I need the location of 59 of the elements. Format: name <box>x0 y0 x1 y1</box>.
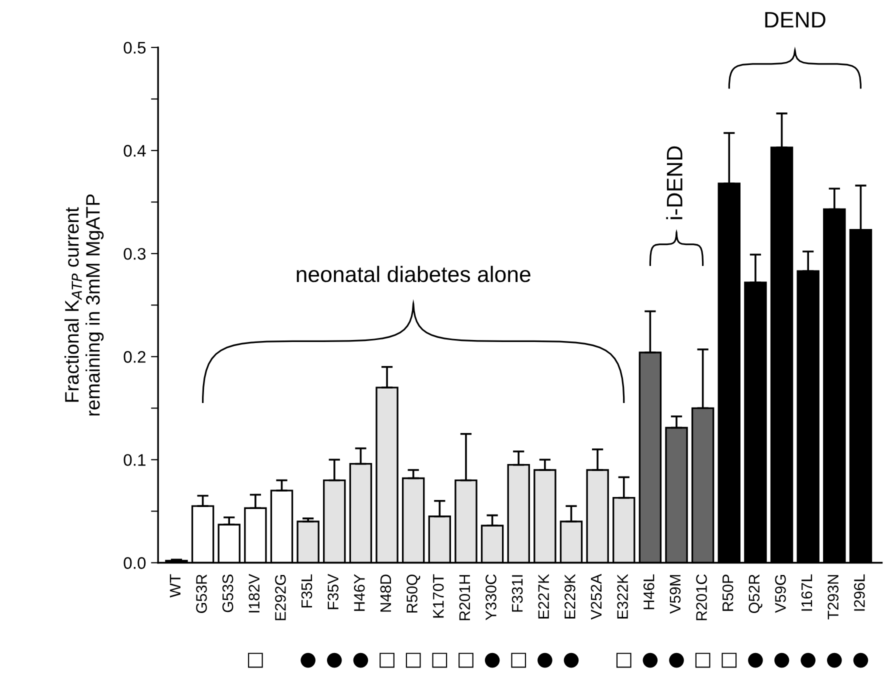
x-tick-label: H46Y <box>354 574 365 611</box>
y-tick-label: 0.2 <box>124 351 146 363</box>
y-axis-title: Fractional K$_{ATP}$ current remaining in 3mM MgATP <box>64 194 104 416</box>
y-tick-label: 0.4 <box>124 144 146 157</box>
x-tick-label: Y330C <box>486 574 496 620</box>
text: ● <box>774 652 790 668</box>
text: ● <box>669 652 684 668</box>
text: □ <box>458 652 474 668</box>
x-tick-label: N48D <box>380 574 392 612</box>
text: □ <box>616 652 632 668</box>
x-tick-label: Q52R <box>748 574 762 614</box>
x-tick-label: G53R <box>196 574 207 613</box>
x-tick-label: E229K <box>564 574 576 618</box>
annotation: neonatal diabetes alone <box>296 266 530 282</box>
x-tick-label: I182V <box>248 574 260 612</box>
text: ● <box>300 652 316 668</box>
x-tick-label: R201H <box>459 575 470 620</box>
x-tick-label: V252A <box>590 574 602 620</box>
text: □ <box>248 652 263 668</box>
x-tick-label: I296L <box>854 574 865 611</box>
x-tick-label: G53S <box>222 574 234 612</box>
x-tick-label: E292G <box>275 574 286 620</box>
text: ● <box>853 652 868 668</box>
x-tick-label: V59G <box>775 574 786 613</box>
text: □ <box>380 652 394 668</box>
text: ● <box>353 652 368 668</box>
text: ● <box>484 652 500 668</box>
x-tick-label: F331I <box>512 575 523 612</box>
y-tick-label: 0.0 <box>124 557 146 569</box>
x-tick-label: E227K <box>538 574 549 618</box>
x-tick-label: I167L <box>801 574 812 611</box>
text: ● <box>826 652 842 668</box>
text: ● <box>326 652 342 668</box>
text: ● <box>642 652 658 668</box>
text: □ <box>511 652 526 668</box>
x-tick-label: K170T <box>432 574 444 618</box>
y-tick-label: 0.1 <box>124 454 146 466</box>
x-tick-label: H46L <box>643 574 654 610</box>
text: □ <box>722 652 737 668</box>
text: ● <box>564 652 579 668</box>
x-tick-label: R50P <box>722 574 734 611</box>
text: □ <box>432 652 448 668</box>
x-tick-label: WT <box>170 574 180 598</box>
text: ● <box>538 652 552 668</box>
text: ● <box>748 652 763 668</box>
x-tick-label: F35V <box>328 574 338 610</box>
x-tick-label: R201C <box>696 574 707 620</box>
x-tick-label: F35L <box>301 574 312 608</box>
x-tick-label: E322K <box>617 574 628 618</box>
annotation: i-DEND <box>666 146 682 220</box>
x-tick-label: T293N <box>828 575 839 620</box>
y-tick-label: 0.3 <box>124 248 146 260</box>
text: DEND <box>765 12 826 28</box>
text: □ <box>406 652 421 668</box>
x-tick-label: R50Q <box>406 574 420 613</box>
x-tick-label: V59M <box>670 575 681 614</box>
text: ● <box>800 652 816 668</box>
text: □ <box>695 652 710 668</box>
y-tick-label: 0.5 <box>124 42 146 54</box>
